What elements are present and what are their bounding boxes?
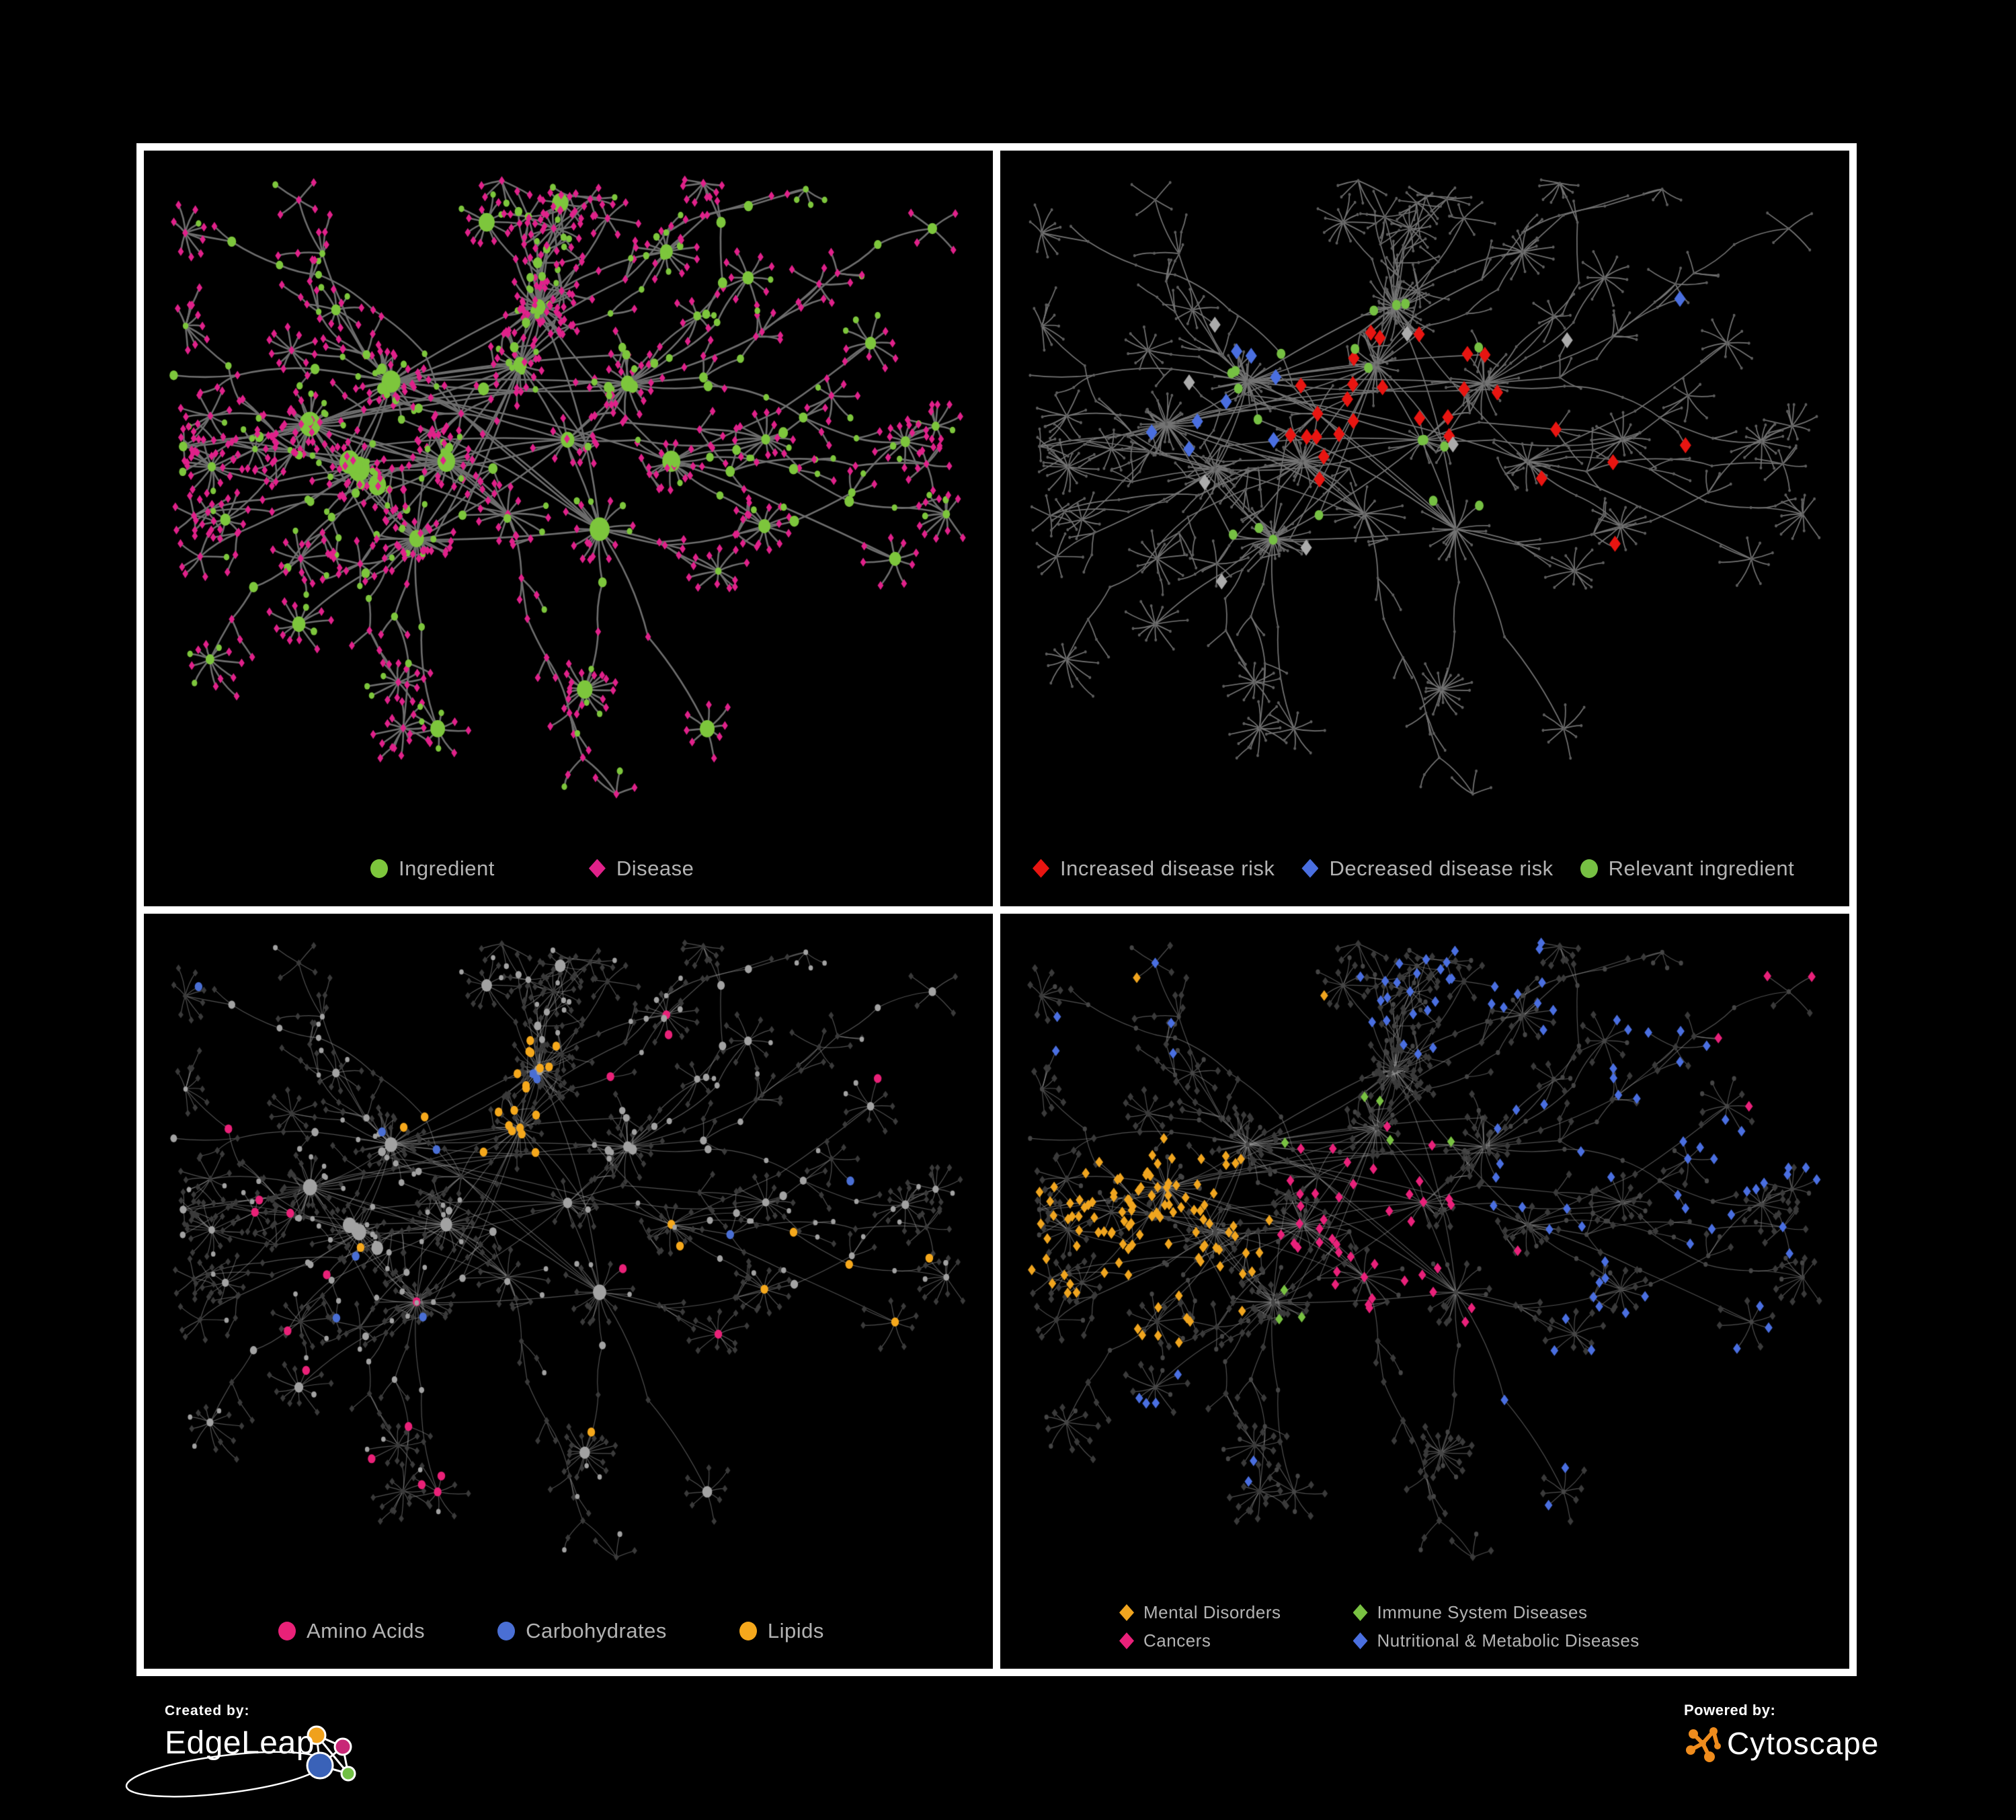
edgeleap-wordmark: EdgeLeap	[165, 1725, 315, 1761]
legend-item-decreased-risk: Decreased disease risk	[1301, 857, 1553, 881]
nutritional-metabolic-marker-icon	[1353, 1632, 1368, 1649]
cytoscape-credit: Powered by: Cytoscape	[1684, 1702, 1879, 1764]
legend-disease-classes: Mental Disorders Immune System Diseases …	[1119, 1602, 1640, 1651]
immune-diseases-marker-icon	[1353, 1604, 1368, 1621]
amino-acids-marker-icon	[278, 1622, 296, 1640]
legend-item-ingredient: Ingredient	[370, 857, 495, 881]
legend-label: Carbohydrates	[526, 1619, 667, 1643]
legend-label: Mental Disorders	[1143, 1602, 1281, 1622]
cancers-marker-icon	[1119, 1632, 1134, 1649]
legend-label: Nutritional & Metabolic Diseases	[1377, 1630, 1640, 1651]
network-graph-disease-classes	[1000, 913, 1849, 1669]
footer: Created by: EdgeLeap Powered by	[0, 1676, 2016, 1820]
relevant-ingredient-marker-icon	[1580, 859, 1598, 878]
legend-item-relevant-ingredient: Relevant ingredient	[1580, 857, 1795, 881]
legend-item-disease: Disease	[588, 856, 694, 881]
legend-label: Ingredient	[399, 856, 495, 880]
panel-disease-risk: Increased disease risk Decreased disease…	[1000, 151, 1849, 906]
created-by-label: Created by:	[165, 1703, 250, 1718]
panel-disease-classes: Mental Disorders Immune System Diseases …	[1000, 913, 1849, 1669]
network-graph-nutrient-classes	[144, 913, 993, 1669]
legend-disease-risk: Increased disease risk Decreased disease…	[1033, 857, 1794, 881]
edgeleap-logo-icon	[125, 1725, 356, 1798]
legend-item-cancers: Cancers	[1119, 1630, 1281, 1651]
decreased-risk-marker-icon	[1301, 859, 1319, 878]
lipids-marker-icon	[739, 1622, 757, 1640]
network-graph-ingredient-disease	[144, 151, 993, 906]
legend-item-immune-diseases: Immune System Diseases	[1353, 1602, 1640, 1623]
legend-label: Relevant ingredient	[1608, 856, 1795, 880]
legend-label: Decreased disease risk	[1329, 856, 1554, 880]
panel-nutrient-classes: Amino Acids Carbohydrates Lipids	[144, 913, 993, 1669]
ingredient-marker-icon	[370, 859, 388, 878]
legend-label: Lipids	[767, 1619, 824, 1643]
legend-item-increased-risk: Increased disease risk	[1033, 857, 1275, 881]
network-graph-disease-risk	[1000, 151, 1849, 906]
disease-marker-icon	[588, 859, 606, 878]
carbohydrates-marker-icon	[497, 1622, 516, 1640]
legend-label: Immune System Diseases	[1377, 1602, 1588, 1622]
legend-label: Disease	[616, 856, 694, 880]
four-panel-grid: Ingredient Disease Increased disease ris…	[136, 143, 1857, 1676]
increased-risk-marker-icon	[1033, 859, 1049, 878]
legend-nutrient-classes: Amino Acids Carbohydrates Lipids	[278, 1619, 824, 1643]
legend-ingredient-disease: Ingredient Disease	[370, 857, 694, 881]
legend-label: Increased disease risk	[1060, 856, 1275, 880]
cytoscape-logo-icon	[1686, 1727, 1721, 1762]
legend-item-amino-acids: Amino Acids	[278, 1619, 425, 1643]
panel-ingredient-disease: Ingredient Disease	[144, 151, 993, 906]
edgeleap-credit: Created by: EdgeLeap	[125, 1703, 541, 1798]
mental-disorders-marker-icon	[1119, 1604, 1134, 1621]
legend-label: Amino Acids	[307, 1619, 426, 1643]
powered-by-label: Powered by:	[1684, 1702, 1776, 1718]
legend-label: Cancers	[1143, 1630, 1211, 1651]
legend-item-nutritional-metabolic: Nutritional & Metabolic Diseases	[1353, 1630, 1640, 1651]
legend-item-lipids: Lipids	[739, 1619, 824, 1643]
legend-item-carbohydrates: Carbohydrates	[497, 1619, 667, 1643]
cytoscape-wordmark: Cytoscape	[1727, 1726, 1880, 1761]
legend-item-mental-disorders: Mental Disorders	[1119, 1602, 1281, 1623]
